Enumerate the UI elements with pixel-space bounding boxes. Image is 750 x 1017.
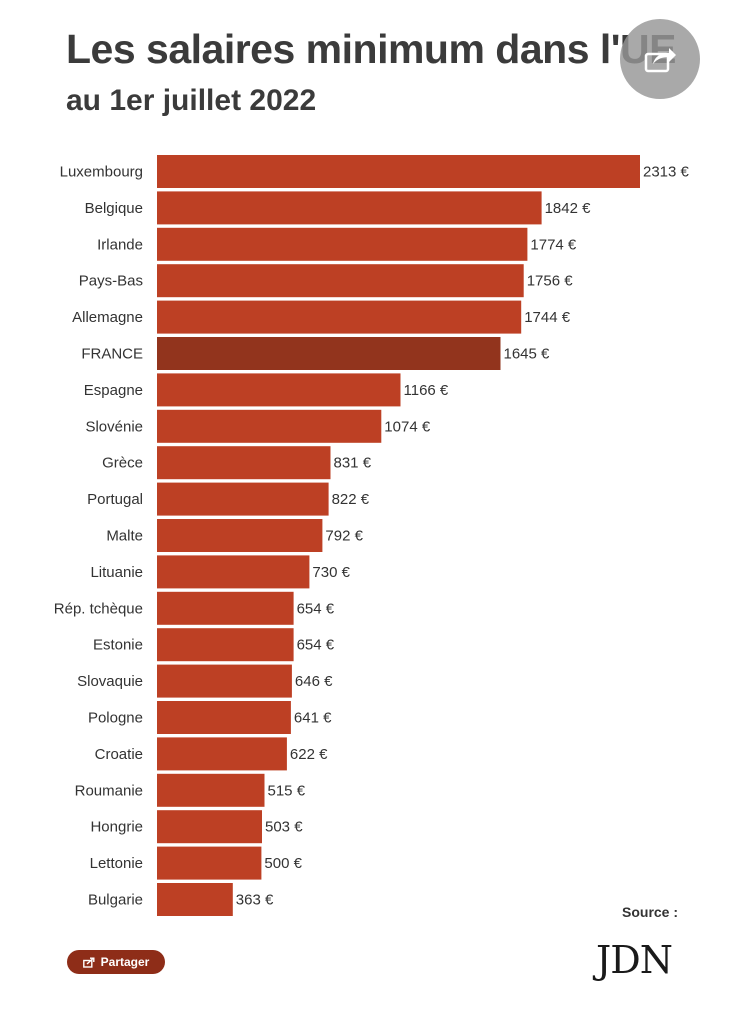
category-label: Bulgarie bbox=[88, 892, 143, 909]
category-label: Luxembourg bbox=[60, 164, 143, 181]
bar-hongrie bbox=[157, 810, 262, 844]
share-button[interactable]: Partager bbox=[67, 950, 165, 974]
share-arrow-icon bbox=[644, 48, 676, 73]
bar-estonie bbox=[157, 628, 294, 662]
value-label: 641 € bbox=[294, 710, 332, 727]
value-label: 503 € bbox=[265, 819, 303, 836]
category-label: Estonie bbox=[93, 637, 143, 654]
share-button-label: Partager bbox=[100, 955, 150, 969]
category-label: Croatie bbox=[95, 746, 143, 763]
category-label: Belgique bbox=[85, 200, 143, 217]
bar-espagne bbox=[157, 373, 401, 407]
bar-roumanie bbox=[157, 773, 265, 807]
bar-slovaquie bbox=[157, 664, 292, 698]
category-label: Pays-Bas bbox=[79, 273, 143, 290]
category-label: Roumanie bbox=[75, 782, 143, 799]
category-label: Grèce bbox=[102, 455, 143, 472]
category-label: Slovaquie bbox=[77, 673, 143, 690]
value-label: 654 € bbox=[297, 637, 335, 654]
category-label: FRANCE bbox=[81, 346, 143, 363]
value-label: 1774 € bbox=[530, 236, 577, 253]
value-label: 1756 € bbox=[527, 273, 574, 290]
bar-slov-nie bbox=[157, 409, 382, 443]
value-label: 646 € bbox=[295, 673, 333, 690]
value-label: 363 € bbox=[236, 892, 274, 909]
source-label: Source : bbox=[622, 904, 679, 920]
bar-belgique bbox=[157, 191, 542, 225]
category-label: Pologne bbox=[88, 710, 143, 727]
bar-pays-bas bbox=[157, 264, 524, 298]
category-label: Malte bbox=[106, 528, 143, 545]
category-label: Allemagne bbox=[72, 309, 143, 326]
category-label: Irlande bbox=[97, 236, 143, 253]
bar-lituanie bbox=[157, 555, 310, 589]
value-label: 515 € bbox=[268, 782, 306, 799]
share-fab-button[interactable] bbox=[620, 19, 700, 99]
jdn-logo: JDN bbox=[596, 938, 673, 982]
chart-title: Les salaires minimum dans l'UE bbox=[66, 26, 677, 72]
value-label: 831 € bbox=[334, 455, 372, 472]
category-label: Slovénie bbox=[85, 418, 143, 435]
value-label: 654 € bbox=[297, 600, 335, 617]
value-label: 1645 € bbox=[504, 346, 551, 363]
bar-lettonie bbox=[157, 846, 262, 880]
value-label: 1074 € bbox=[384, 418, 431, 435]
bar-croatie bbox=[157, 737, 287, 771]
value-label: 2313 € bbox=[643, 164, 690, 181]
category-label: Lituanie bbox=[90, 564, 143, 581]
category-label: Hongrie bbox=[90, 819, 143, 836]
bar-allemagne bbox=[157, 300, 522, 334]
bar-portugal bbox=[157, 482, 329, 516]
category-label: Portugal bbox=[87, 491, 143, 508]
bar-pologne bbox=[157, 701, 291, 734]
value-label: 1842 € bbox=[545, 200, 592, 217]
value-label: 1166 € bbox=[404, 382, 449, 399]
value-label: 730 € bbox=[312, 564, 350, 581]
bar-luxembourg bbox=[157, 155, 640, 188]
bar-france bbox=[157, 337, 501, 370]
category-label: Espagne bbox=[84, 382, 143, 399]
value-label: 500 € bbox=[264, 855, 302, 872]
value-label: 792 € bbox=[325, 528, 363, 545]
value-label: 1744 € bbox=[524, 309, 571, 326]
bar-malte bbox=[157, 519, 323, 552]
value-label: 822 € bbox=[332, 491, 370, 508]
value-label: 622 € bbox=[290, 746, 328, 763]
chart-subtitle: au 1er juillet 2022 bbox=[66, 84, 317, 117]
bar-bulgarie bbox=[157, 883, 233, 916]
bar-irlande bbox=[157, 227, 528, 261]
bar-r-p-tch-que bbox=[157, 591, 294, 625]
category-label: Lettonie bbox=[90, 855, 143, 872]
category-label: Rép. tchèque bbox=[54, 600, 143, 617]
bar-gr-ce bbox=[157, 446, 331, 480]
share-box-icon bbox=[82, 957, 95, 968]
bar-chart: Luxembourg 2313 € Belgique 1842 € Irlande 177… bbox=[54, 155, 690, 916]
